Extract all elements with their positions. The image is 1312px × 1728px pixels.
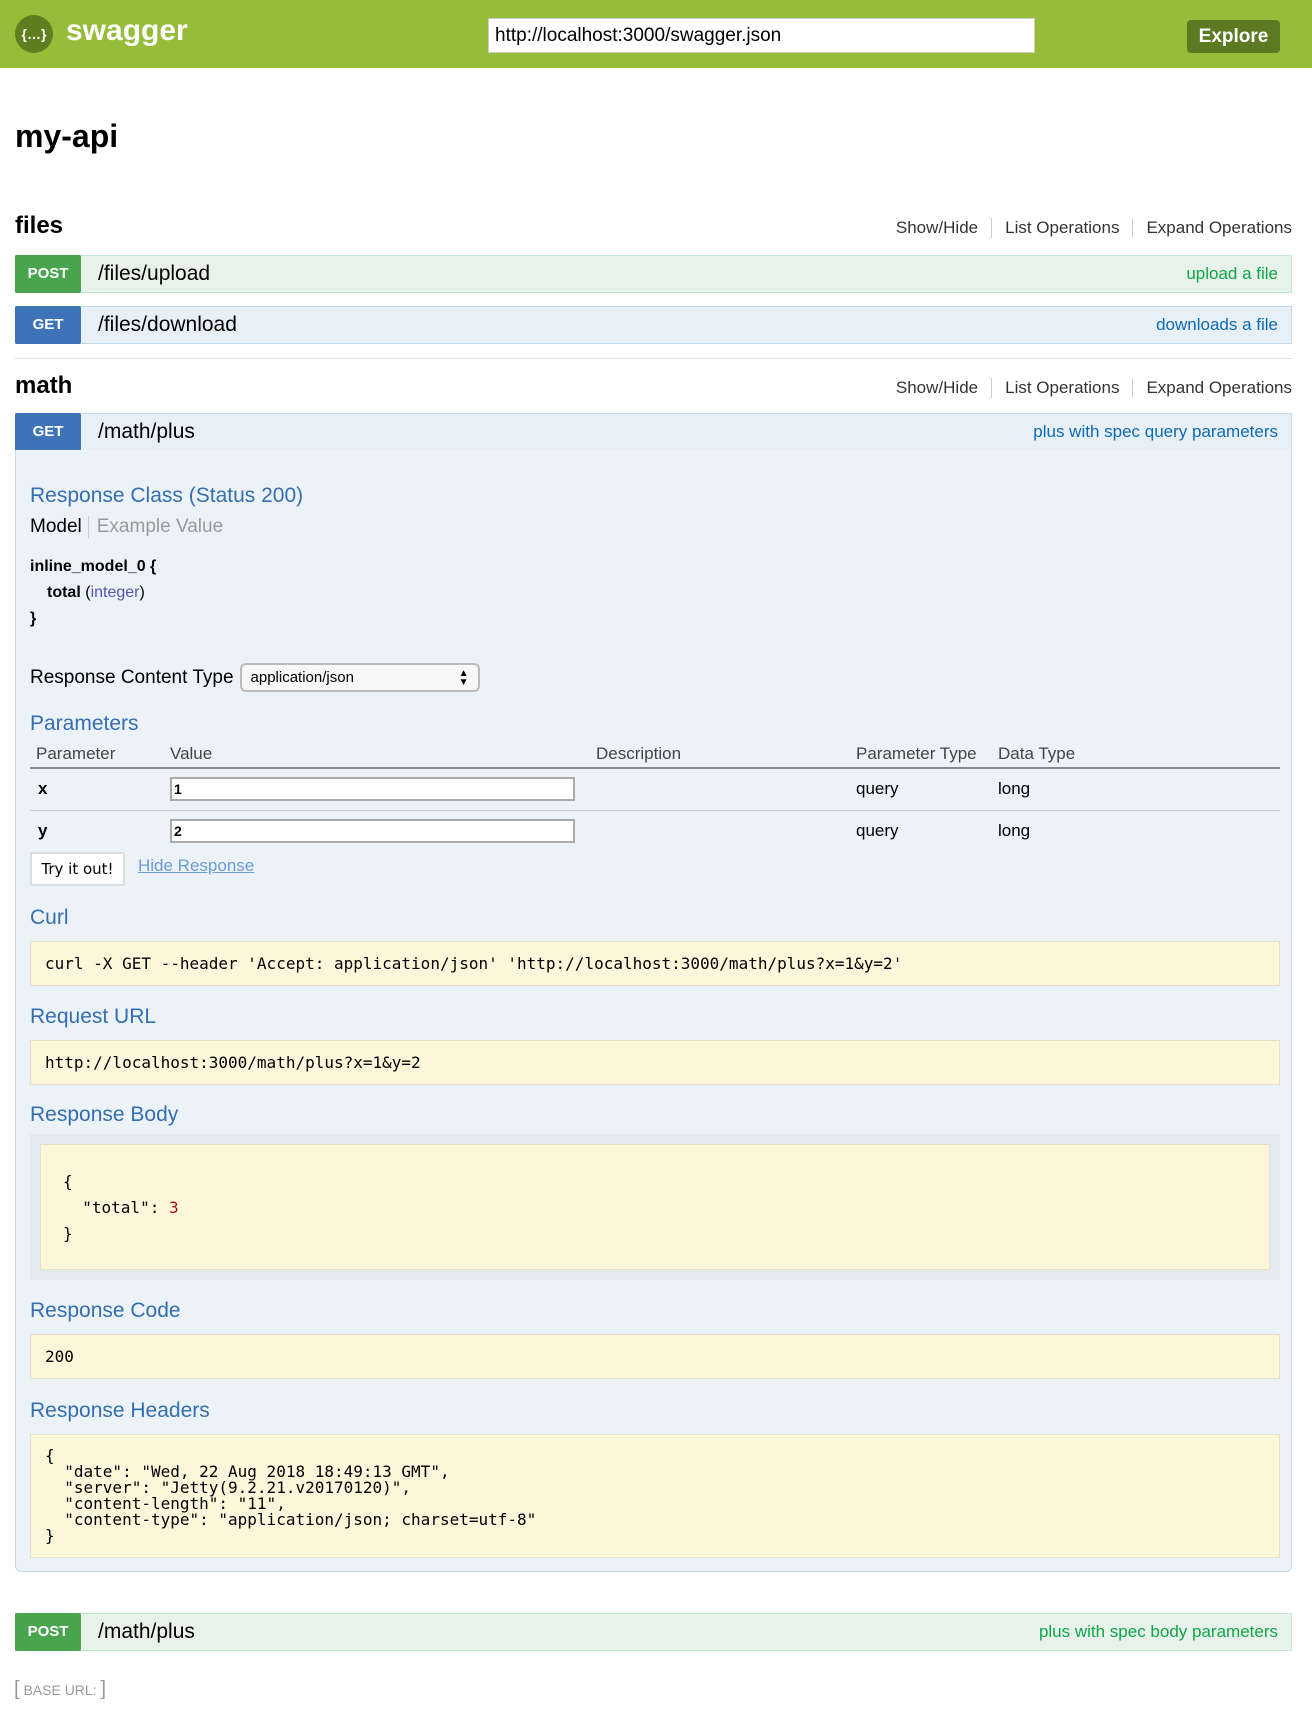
section-math: math Show/Hide List Operations Expand Oper… [15, 372, 1292, 402]
expand-operations-link[interactable]: Expand Operations [1146, 218, 1292, 237]
method-badge: POST [15, 1612, 81, 1651]
divider [15, 358, 1292, 359]
operation-summary[interactable]: plus with spec query parameters [1033, 422, 1278, 441]
show-hide-link[interactable]: Show/Hide [883, 378, 993, 398]
request-url: http://localhost:3000/math/plus?x=1&y=2 [30, 1040, 1280, 1085]
section-title[interactable]: math [15, 372, 73, 399]
operation-summary[interactable]: upload a file [1186, 264, 1278, 283]
base-url: [ BASE URL: ] [14, 1678, 107, 1700]
operation-post-math-plus[interactable]: POST /math/plus plus with spec body para… [15, 1612, 1292, 1651]
operation-path[interactable]: /files/download [98, 313, 237, 336]
col-header: Description [596, 743, 682, 763]
content-type-label: Response Content Type [30, 666, 234, 688]
operation-get-files-download[interactable]: GET /files/download downloads a file [15, 305, 1292, 344]
model-name: inline_model_0 { [30, 558, 157, 575]
content-type-select[interactable]: application/json ▲ ▼ [239, 663, 480, 692]
brand: swagger [66, 14, 188, 47]
param-data-type: long [998, 779, 1031, 799]
operation-details: Response Class (Status 200) Model Exampl… [15, 450, 1292, 1572]
table-row: y query long [30, 810, 1280, 852]
col-header: Parameter [36, 743, 116, 763]
list-operations-link[interactable]: List Operations [992, 218, 1134, 238]
swagger-logo-icon: {…} [15, 15, 53, 53]
json-brace: { [63, 1172, 73, 1191]
model-close: } [30, 610, 37, 627]
operation-post-files-upload[interactable]: POST /files/upload upload a file [15, 254, 1292, 293]
response-class-title: Response Class (Status 200) [30, 484, 304, 507]
model-property: total [47, 584, 81, 601]
param-type: query [856, 779, 899, 799]
json-value: 3 [168, 1198, 179, 1217]
json-key: "total": [82, 1198, 169, 1217]
operation-path[interactable]: /math/plus [98, 420, 195, 443]
operation-summary[interactable]: plus with spec body parameters [1038, 1622, 1278, 1641]
explore-button[interactable]: Explore [1187, 20, 1280, 53]
parameters-table: Parameter Value Description Parameter Ty… [30, 740, 1280, 852]
operation-get-math-plus[interactable]: GET /math/plus plus with spec query para… [15, 412, 1292, 451]
try-it-out-button[interactable]: Try it out! [30, 852, 125, 886]
curl-command: curl -X GET --header 'Accept: applicatio… [30, 941, 1280, 986]
response-body: { "total": 3} [40, 1144, 1270, 1270]
hide-response-link[interactable]: Hide Response [138, 856, 255, 875]
method-badge: GET [15, 412, 81, 451]
base-url-label: BASE URL: [23, 1682, 97, 1698]
col-header: Value [170, 743, 213, 763]
json-brace: } [63, 1224, 73, 1243]
method-badge: GET [15, 305, 81, 344]
spec-url-input[interactable] [488, 18, 1035, 53]
response-code: 200 [30, 1334, 1280, 1379]
list-operations-link[interactable]: List Operations [992, 378, 1134, 398]
param-description [596, 810, 856, 852]
response-code-title: Response Code [30, 1299, 181, 1322]
param-name: x [38, 779, 48, 799]
show-hide-link[interactable]: Show/Hide [883, 218, 993, 238]
param-name: y [38, 821, 48, 841]
response-body-title: Response Body [30, 1103, 179, 1126]
parameters-title: Parameters [30, 712, 139, 735]
response-headers-title: Response Headers [30, 1399, 210, 1422]
model-tab[interactable]: Model [30, 516, 89, 538]
curl-title: Curl [30, 906, 69, 929]
request-url-title: Request URL [30, 1005, 157, 1028]
section-files: files Show/Hide List Operations Expand Ope… [15, 212, 1292, 242]
page-title: my-api [15, 118, 119, 154]
param-x-input[interactable] [170, 777, 575, 802]
section-title[interactable]: files [15, 212, 64, 239]
top-bar: {…} swagger Explore [0, 0, 1312, 68]
expand-operations-link[interactable]: Expand Operations [1146, 378, 1292, 397]
response-body-wrap: { "total": 3} [30, 1134, 1280, 1280]
param-description [596, 768, 856, 810]
table-row: x query long [30, 768, 1280, 810]
response-headers: { "date": "Wed, 22 Aug 2018 18:49:13 GMT… [30, 1434, 1280, 1558]
operation-path[interactable]: /math/plus [98, 1620, 195, 1643]
param-type: query [856, 821, 899, 841]
model-type: integer [90, 584, 140, 601]
operation-path[interactable]: /files/upload [98, 262, 211, 285]
param-y-input[interactable] [170, 819, 575, 844]
operation-summary[interactable]: downloads a file [1156, 315, 1278, 334]
param-data-type: long [998, 821, 1031, 841]
method-badge: POST [15, 254, 81, 293]
content-type-value: application/json [250, 669, 354, 686]
example-value-tab[interactable]: Example Value [96, 516, 224, 537]
col-header: Parameter Type [856, 743, 977, 763]
select-arrows-icon: ▲ ▼ [458, 668, 469, 688]
col-header: Data Type [998, 743, 1076, 763]
